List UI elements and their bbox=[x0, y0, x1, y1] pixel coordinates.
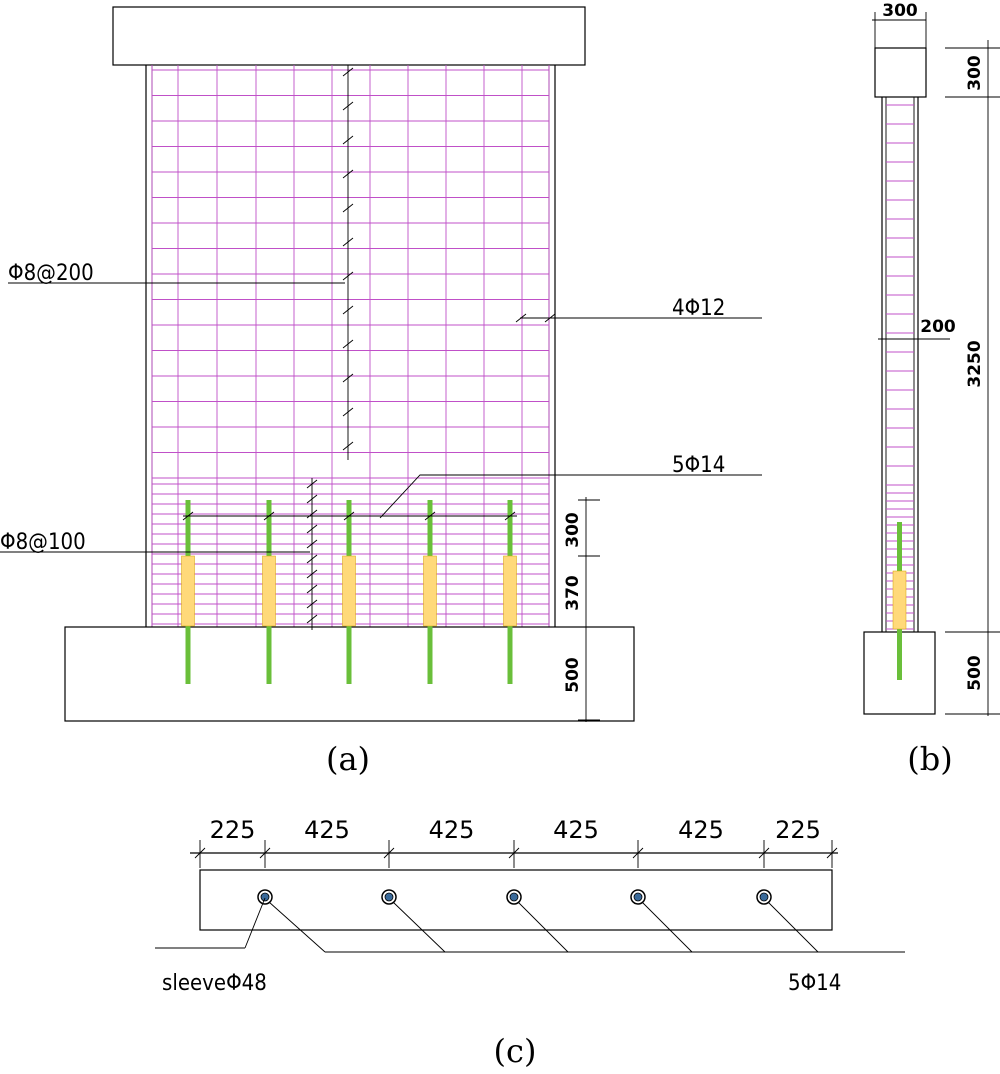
dowel-bar-label: 5Φ14 bbox=[672, 453, 725, 478]
grout-sleeve bbox=[423, 555, 437, 627]
tick bbox=[342, 373, 354, 383]
bar-circle bbox=[509, 892, 519, 902]
grout-sleeve bbox=[342, 555, 356, 627]
bar-circle bbox=[759, 892, 769, 902]
sleeve-label: sleeveΦ48 bbox=[162, 971, 267, 996]
tick bbox=[306, 524, 318, 534]
tick bbox=[306, 599, 318, 609]
tick bbox=[342, 101, 354, 111]
top-beam-b bbox=[874, 47, 927, 98]
plan-dim: 425 bbox=[553, 816, 599, 844]
grout-sleeve bbox=[181, 555, 195, 627]
tick bbox=[342, 67, 354, 77]
plan-dim: 225 bbox=[210, 816, 256, 844]
panel-b: 300 200 300 3250 500 (b) bbox=[863, 1, 1000, 778]
tick bbox=[306, 509, 318, 519]
tick bbox=[342, 203, 354, 213]
tick bbox=[306, 614, 318, 624]
tick bbox=[342, 237, 354, 247]
dim-b-top-height: 300 bbox=[965, 55, 985, 91]
panel-c: 225 425 425 425 425 225 sleeveΦ48 5Φ14 (c) bbox=[155, 816, 905, 1070]
dim-a-370: 370 bbox=[563, 575, 583, 611]
tick bbox=[306, 554, 318, 564]
grout-sleeve bbox=[262, 555, 276, 627]
dim-b-base: 500 bbox=[965, 655, 985, 691]
grout-sleeve bbox=[503, 555, 517, 627]
tick bbox=[306, 569, 318, 579]
panel-a: Φ8@200 4Φ12 5Φ14 Φ8@100 300 370 500 (a) bbox=[0, 6, 762, 778]
tick bbox=[306, 494, 318, 504]
plan-section bbox=[199, 869, 833, 931]
plan-dim: 425 bbox=[304, 816, 350, 844]
plan-dim: 425 bbox=[429, 816, 475, 844]
plan-dimensions: 225 425 425 425 425 225 bbox=[194, 816, 838, 868]
bar-circle bbox=[260, 892, 270, 902]
caption-b: (b) bbox=[907, 740, 952, 778]
plan-dim: 225 bbox=[775, 816, 821, 844]
tick bbox=[342, 169, 354, 179]
plan-dim: 425 bbox=[678, 816, 724, 844]
dowel-bars bbox=[181, 500, 517, 684]
boundary-bar-label: 4Φ12 bbox=[672, 296, 725, 321]
caption-c: (c) bbox=[494, 1032, 537, 1070]
dim-b-height: 3250 bbox=[965, 340, 985, 387]
dim-b-top-width: 300 bbox=[882, 1, 918, 21]
dim-b-wall: 200 bbox=[920, 317, 956, 337]
bar-circle bbox=[384, 892, 394, 902]
tick bbox=[342, 441, 354, 451]
tick bbox=[342, 339, 354, 349]
sleeve-b bbox=[892, 570, 907, 630]
tick bbox=[342, 271, 354, 281]
tick bbox=[306, 539, 318, 549]
tick bbox=[306, 479, 318, 489]
top-beam bbox=[112, 6, 586, 66]
web-bar-label: Φ8@200 bbox=[8, 261, 94, 286]
plan-bars-label: 5Φ14 bbox=[788, 971, 841, 996]
bar-circle bbox=[633, 892, 643, 902]
tick bbox=[306, 584, 318, 594]
tick bbox=[342, 305, 354, 315]
tick bbox=[342, 407, 354, 417]
web-reinforcement-grid bbox=[151, 65, 550, 627]
stirrup-bar-label: Φ8@100 bbox=[0, 530, 86, 555]
caption-a: (a) bbox=[326, 740, 370, 778]
tick bbox=[342, 135, 354, 145]
dim-a-300: 300 bbox=[563, 512, 583, 548]
dim-a-500: 500 bbox=[563, 657, 583, 693]
bar-ticks bbox=[182, 65, 556, 630]
plan-bars bbox=[257, 889, 819, 953]
